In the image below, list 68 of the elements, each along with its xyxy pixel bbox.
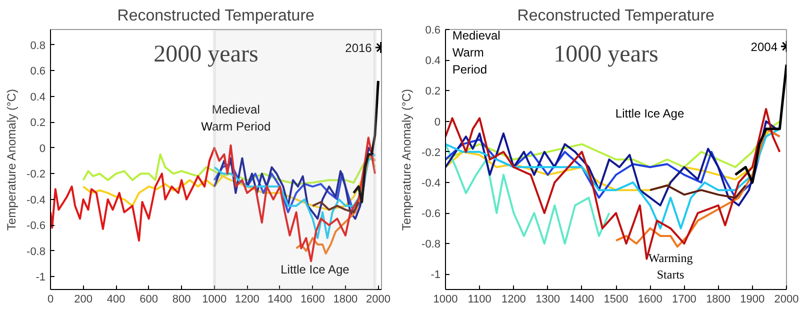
line-series xyxy=(615,128,781,248)
x-tick-label: 0 xyxy=(47,294,54,306)
y-tick-label: 0.2 xyxy=(425,86,441,98)
x-tick-label: 600 xyxy=(140,294,158,306)
x-tick-label: 1400 xyxy=(268,294,292,306)
x-tick-label: 1000 xyxy=(202,294,227,306)
text: 1000 years xyxy=(554,42,658,68)
y-tick-label: -0.2 xyxy=(26,168,46,181)
y-tick-label: -0.2 xyxy=(422,146,441,159)
line-series xyxy=(446,120,781,168)
line-series xyxy=(295,153,376,254)
chart-title: Reconstructed Temperature xyxy=(517,8,715,24)
y-tick-label: -0.6 xyxy=(26,220,46,232)
line-series xyxy=(213,153,376,240)
x-tick-label: 1600 xyxy=(638,294,662,306)
text: 2000 years xyxy=(154,42,258,68)
x-tick-label: 400 xyxy=(106,294,126,306)
y-tick-label: 0.8 xyxy=(30,40,46,52)
chart-title: Reconstructed Temperature xyxy=(117,8,315,24)
x-tick-label: 1900 xyxy=(740,294,765,306)
y-axis-title: Temperature Anomaly (°C) xyxy=(4,89,19,231)
line-series xyxy=(649,184,747,199)
y-tick-label: 0 xyxy=(39,142,46,155)
y-tick-label: 0.2 xyxy=(30,117,46,130)
x-tick-label: 1000 xyxy=(433,294,458,306)
line-series xyxy=(352,80,380,204)
annotation: Medieval Warm Period xyxy=(201,102,271,134)
x-tick-label: 1100 xyxy=(468,294,492,306)
x-tick-label: 200 xyxy=(74,294,92,306)
x-tick-label: 1300 xyxy=(536,294,560,306)
x-tick-label: 1400 xyxy=(570,294,594,306)
line-series xyxy=(446,120,778,206)
line-series xyxy=(50,136,376,262)
x-tick-label: 1200 xyxy=(501,294,526,306)
line-series xyxy=(734,63,786,184)
x-tick-label: 1700 xyxy=(672,294,696,306)
y-tick-label: -0.6 xyxy=(422,208,441,220)
line-series xyxy=(446,128,781,230)
y-tick-label: -0.4 xyxy=(26,194,46,206)
y-tick-label: -0.8 xyxy=(26,246,46,258)
annotation: Medieval Warm Period xyxy=(452,28,500,76)
x-tick-label: 800 xyxy=(172,294,191,306)
line-series xyxy=(446,143,610,245)
series-label: 2004 xyxy=(750,40,778,54)
y-tick-label: 0.4 xyxy=(30,91,46,104)
line-series xyxy=(213,146,374,220)
y-tick-label: 0.6 xyxy=(425,24,441,36)
y-tick-label: -0.8 xyxy=(422,238,441,251)
line-series xyxy=(312,200,360,214)
x-tick-label: 2000 xyxy=(774,294,799,306)
x-tick-label: 2000 xyxy=(366,294,390,306)
x-tick-label: 1600 xyxy=(300,294,325,306)
y-tick-label: 0.6 xyxy=(30,66,46,78)
annotation: Little Ice Age xyxy=(280,262,350,276)
x-tick-label: 1200 xyxy=(234,294,260,306)
y-tick-label: -0.4 xyxy=(422,177,441,190)
y-tick-label: -1 xyxy=(36,272,46,284)
x-tick-label: 1500 xyxy=(604,294,628,306)
y-tick-label: 0.4 xyxy=(425,55,441,68)
line-series xyxy=(82,153,376,185)
annotation: Little Ice Age xyxy=(615,106,684,120)
annotation: Warming Starts xyxy=(648,250,693,282)
x-tick-label: 1800 xyxy=(333,294,358,306)
x-tick-label: 1800 xyxy=(706,294,731,306)
series-label: 2016 xyxy=(345,41,372,56)
y-tick-label: -1 xyxy=(430,269,440,282)
y-tick-label: 0 xyxy=(434,116,441,128)
y-axis-title: Temperature Anomaly (°C) xyxy=(400,89,414,231)
